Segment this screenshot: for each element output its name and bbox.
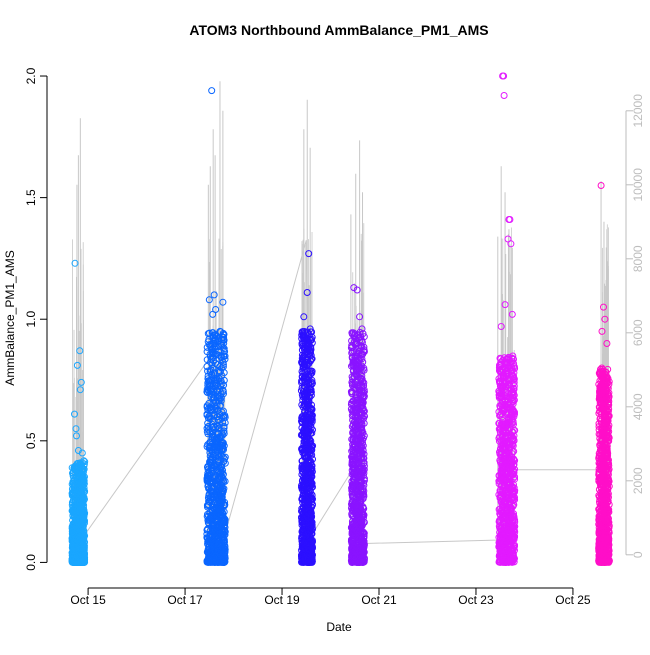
secondary-series-lines (73, 81, 609, 555)
data-points (69, 73, 612, 565)
x-axis-label: Date (326, 620, 352, 634)
data-point-outlier-1-0 (209, 88, 215, 94)
data-point-outlier-4-2 (501, 93, 507, 99)
secondary-baseline-line (78, 240, 602, 547)
y-axis-label: AmmBalance_PM1_AMS (3, 250, 17, 385)
chart-title: ATOM3 Northbound AmmBalance_PM1_AMS (189, 22, 488, 38)
